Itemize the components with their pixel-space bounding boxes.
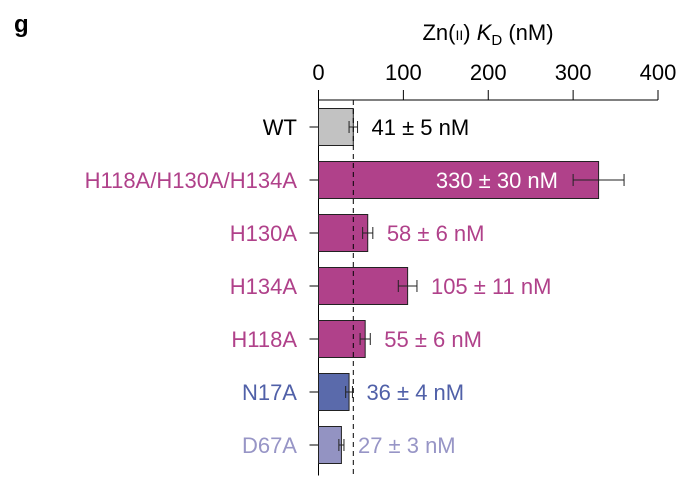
bar [318, 161, 600, 199]
x-tick-label: 0 [312, 60, 324, 85]
category-label: H118A/H130A/H134A [85, 168, 298, 193]
x-tick-label: 300 [555, 60, 592, 85]
bars: WT 41 ± 5 nM H118A/H130A/H134A 330 ± 30 nM H… [85, 100, 625, 476]
x-tick-label: 100 [385, 60, 422, 85]
x-tick-label: 400 [640, 60, 677, 85]
category-label: H130A [230, 221, 298, 246]
data-label: 58 ± 6 nM [387, 221, 485, 246]
data-label: 27 ± 3 nM [358, 433, 456, 458]
bar [318, 214, 369, 252]
x-tick-label: 200 [470, 60, 507, 85]
x-axis: 0 100 200 300 400 [312, 60, 677, 101]
bar [318, 320, 366, 358]
panel-label: g [14, 11, 29, 38]
category-label: D67A [242, 433, 297, 458]
data-label: 36 ± 4 nM [366, 380, 464, 405]
data-label: 105 ± 11 nM [431, 274, 552, 299]
category-label: WT [263, 115, 297, 140]
data-label: 330 ± 30 nM [436, 168, 558, 193]
x-axis-title: Zn(II) KD (nM) [422, 20, 553, 49]
bar [318, 108, 354, 146]
data-label: 41 ± 5 nM [372, 115, 470, 140]
bar [318, 373, 350, 411]
bar [318, 426, 342, 464]
category-label: N17A [242, 380, 297, 405]
category-label: H118A [231, 327, 297, 352]
bar [318, 267, 409, 305]
data-label: 55 ± 6 nM [384, 327, 482, 352]
category-label: H134A [230, 274, 298, 299]
